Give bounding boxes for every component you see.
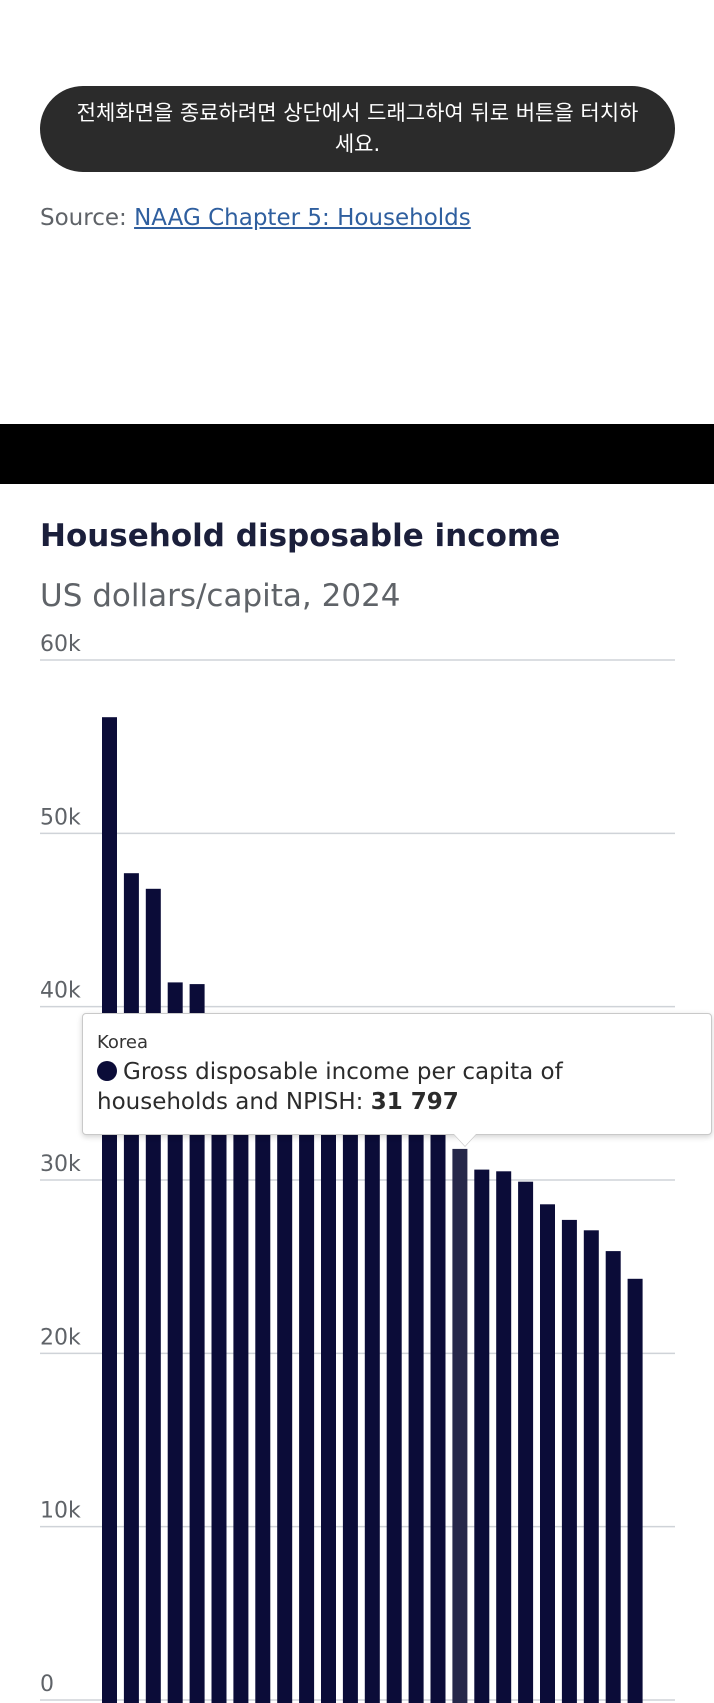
series-dot-icon	[97, 1061, 117, 1081]
household-income-bar-chart: 0 10k 20k 30k 40k 50k 60k	[40, 632, 675, 1703]
bar[interactable]	[123, 873, 139, 1703]
bar[interactable]	[408, 1119, 424, 1703]
bar[interactable]	[518, 1181, 534, 1703]
bar[interactable]	[386, 1112, 402, 1703]
bar[interactable]	[299, 1067, 315, 1703]
y-tick-label: 20k	[40, 1325, 81, 1350]
y-tick-label: 40k	[40, 979, 81, 1004]
y-tick-label: 60k	[40, 632, 81, 657]
bar[interactable]	[145, 888, 161, 1703]
source-link[interactable]: NAAG Chapter 5: Households	[134, 205, 471, 231]
bar[interactable]	[452, 1148, 468, 1703]
bar[interactable]	[167, 982, 183, 1703]
y-tick-label: 50k	[40, 805, 81, 830]
bar[interactable]	[102, 717, 117, 1703]
bar[interactable]	[211, 1024, 227, 1703]
source-line: Source: NAAG Chapter 5: Households	[40, 205, 471, 231]
bar[interactable]	[342, 1093, 358, 1703]
bar[interactable]	[496, 1171, 512, 1703]
bar[interactable]	[540, 1204, 555, 1703]
bar[interactable]	[583, 1230, 599, 1703]
bar[interactable]	[474, 1169, 490, 1703]
chart-subtitle: US dollars/capita, 2024	[40, 578, 401, 614]
tooltip-series-label: Gross disposable income per capita of ho…	[97, 1059, 563, 1115]
source-prefix: Source:	[40, 205, 135, 231]
y-tick-label: 0	[40, 1672, 54, 1697]
tooltip-body: Gross disposable income per capita of ho…	[97, 1057, 697, 1117]
toast-text: 전체화면을 종료하려면 상단에서 드래그하여 뒤로 버튼을 터치하세요.	[76, 101, 639, 156]
bar[interactable]	[364, 1103, 380, 1703]
tooltip-pointer	[454, 1134, 476, 1146]
tooltip-value: 31 797	[370, 1089, 459, 1115]
bar[interactable]	[189, 984, 205, 1703]
bar[interactable]	[233, 1032, 249, 1703]
bar[interactable]	[430, 1131, 446, 1703]
bar[interactable]	[605, 1251, 621, 1703]
bar[interactable]	[561, 1219, 577, 1703]
fullscreen-exit-toast: 전체화면을 종료하려면 상단에서 드래그하여 뒤로 버튼을 터치하세요.	[40, 86, 675, 172]
section-divider-band	[0, 424, 714, 484]
chart-title: Household disposable income	[40, 518, 561, 554]
tooltip-country: Korea	[97, 1032, 149, 1053]
bar-tooltip: Korea Gross disposable income per capita…	[82, 1013, 712, 1135]
bar[interactable]	[321, 1079, 336, 1703]
y-tick-label: 10k	[40, 1499, 81, 1524]
bar[interactable]	[277, 1055, 293, 1703]
bar[interactable]	[627, 1278, 643, 1703]
y-tick-label: 30k	[40, 1152, 81, 1177]
bar[interactable]	[255, 1043, 271, 1703]
